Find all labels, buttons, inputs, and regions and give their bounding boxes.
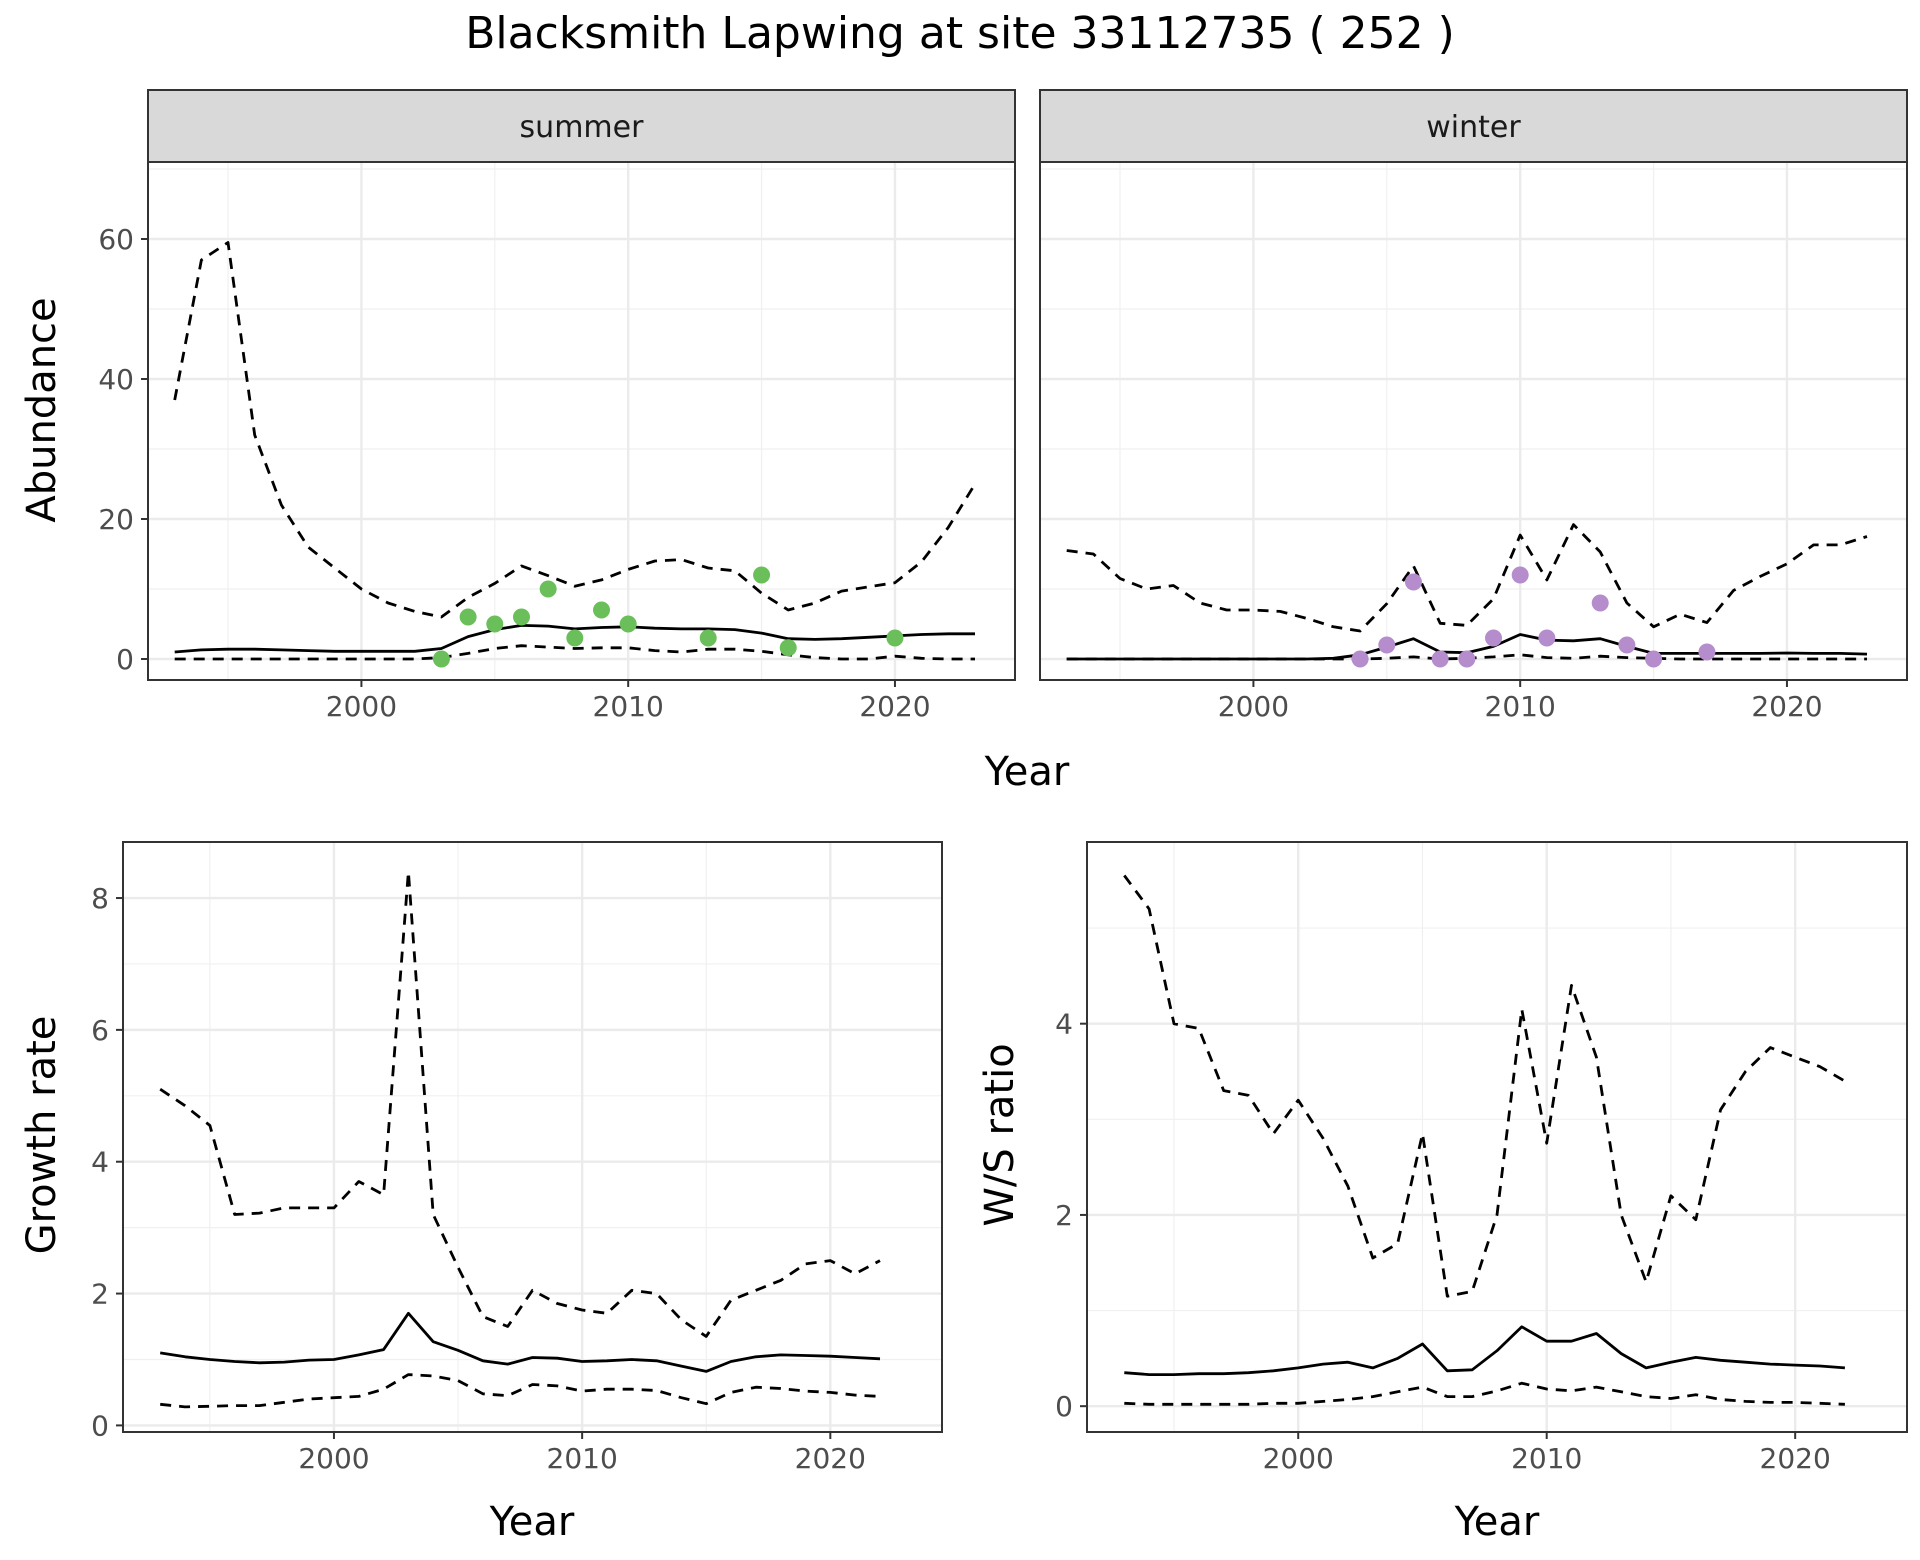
y-axis-title-ws: W/S ratio bbox=[977, 1043, 1023, 1226]
x-tick-label: 2020 bbox=[859, 690, 930, 723]
series-line-lower bbox=[174, 644, 975, 661]
y-tick-label: 4 bbox=[91, 1146, 109, 1179]
observed-point bbox=[1591, 594, 1609, 612]
panel-border bbox=[122, 841, 943, 1433]
series-line-mean bbox=[174, 624, 975, 654]
observed-point bbox=[699, 629, 717, 647]
y-axis-title-abundance: Abundance bbox=[19, 297, 65, 522]
x-axis-title-growth: Year bbox=[489, 1499, 575, 1545]
observed-point bbox=[1698, 643, 1716, 661]
series-line-mean bbox=[1124, 1325, 1846, 1376]
x-tick-label: 2000 bbox=[1218, 690, 1289, 723]
x-tick-label: 2010 bbox=[1511, 1442, 1582, 1475]
observed-point bbox=[1431, 650, 1449, 668]
y-tick-label: 0 bbox=[1055, 1390, 1073, 1423]
observed-point bbox=[1378, 636, 1396, 654]
plot-background bbox=[123, 842, 942, 1432]
panel-abundance-summer: summer 2000 2010 2020 0 20 40 60 bbox=[98, 89, 1016, 723]
observed-point bbox=[619, 615, 637, 633]
observed-point bbox=[1511, 566, 1529, 584]
plot-background bbox=[1087, 842, 1907, 1432]
y-tick-label: 4 bbox=[1055, 1008, 1073, 1041]
series-line-lower bbox=[160, 1373, 881, 1409]
x-tick-label: 2010 bbox=[547, 1442, 618, 1475]
observed-point bbox=[1458, 650, 1476, 668]
series-line-upper bbox=[1123, 874, 1846, 1298]
observed-point bbox=[512, 608, 530, 626]
plot-background bbox=[1040, 162, 1907, 680]
observed-point bbox=[1351, 650, 1369, 668]
x-tick-label: 2020 bbox=[1760, 1442, 1831, 1475]
observed-point bbox=[459, 608, 477, 626]
series-line-upper bbox=[1066, 523, 1868, 633]
observed-point bbox=[753, 566, 771, 584]
observed-point bbox=[566, 629, 584, 647]
series-line-upper bbox=[159, 870, 881, 1338]
panel-ws-ratio: 2000 2010 2020 0 2 4 bbox=[1055, 841, 1908, 1475]
series-line-mean bbox=[159, 1311, 881, 1373]
figure-title: Blacksmith Lapwing at site 33112735 ( 25… bbox=[465, 8, 1454, 59]
y-tick-label: 0 bbox=[116, 643, 134, 676]
x-tick-label: 2020 bbox=[795, 1442, 866, 1475]
panel-border bbox=[1039, 161, 1908, 681]
observed-point bbox=[779, 639, 797, 657]
observed-point bbox=[1645, 650, 1663, 668]
y-tick-label: 8 bbox=[91, 882, 109, 915]
strip-winter-label: winter bbox=[1426, 110, 1521, 145]
y-tick-label: 2 bbox=[91, 1278, 109, 1311]
y-tick-label: 40 bbox=[98, 363, 134, 396]
x-tick-label: 2010 bbox=[593, 690, 664, 723]
strip-summer-label: summer bbox=[520, 110, 645, 145]
plot-background bbox=[148, 162, 1015, 680]
observed-point bbox=[486, 615, 504, 633]
panel-border bbox=[1086, 841, 1908, 1433]
y-tick-label: 60 bbox=[98, 223, 134, 256]
x-tick-label: 2000 bbox=[326, 690, 397, 723]
y-axis-title-growth: Growth rate bbox=[19, 1016, 65, 1255]
x-tick-label: 2010 bbox=[1485, 690, 1556, 723]
x-axis-title-ws: Year bbox=[1454, 1499, 1540, 1545]
observed-point bbox=[593, 601, 611, 619]
x-tick-label: 2020 bbox=[1751, 690, 1822, 723]
observed-point bbox=[539, 580, 557, 598]
observed-point bbox=[1538, 629, 1556, 647]
y-tick-label: 2 bbox=[1055, 1199, 1073, 1232]
panel-border bbox=[147, 161, 1016, 681]
x-axis-title-top: Year bbox=[984, 749, 1070, 795]
strip-summer bbox=[147, 89, 1016, 163]
x-tick-label: 2000 bbox=[1263, 1442, 1334, 1475]
observed-point bbox=[1618, 636, 1636, 654]
observed-point bbox=[432, 650, 450, 668]
observed-point bbox=[1404, 573, 1422, 591]
y-tick-label: 0 bbox=[91, 1409, 109, 1442]
panel-abundance-winter: winter 2000 2010 2020 bbox=[1039, 89, 1908, 723]
y-tick-label: 20 bbox=[98, 503, 134, 536]
x-tick-label: 2000 bbox=[298, 1442, 369, 1475]
observed-point bbox=[1485, 629, 1503, 647]
panel-growth-rate: 2000 2010 2020 0 2 4 6 8 bbox=[91, 841, 943, 1475]
series-line-lower bbox=[1124, 1381, 1845, 1406]
y-tick-label: 6 bbox=[91, 1014, 109, 1047]
observed-point bbox=[886, 629, 904, 647]
series-line-upper bbox=[173, 241, 977, 619]
